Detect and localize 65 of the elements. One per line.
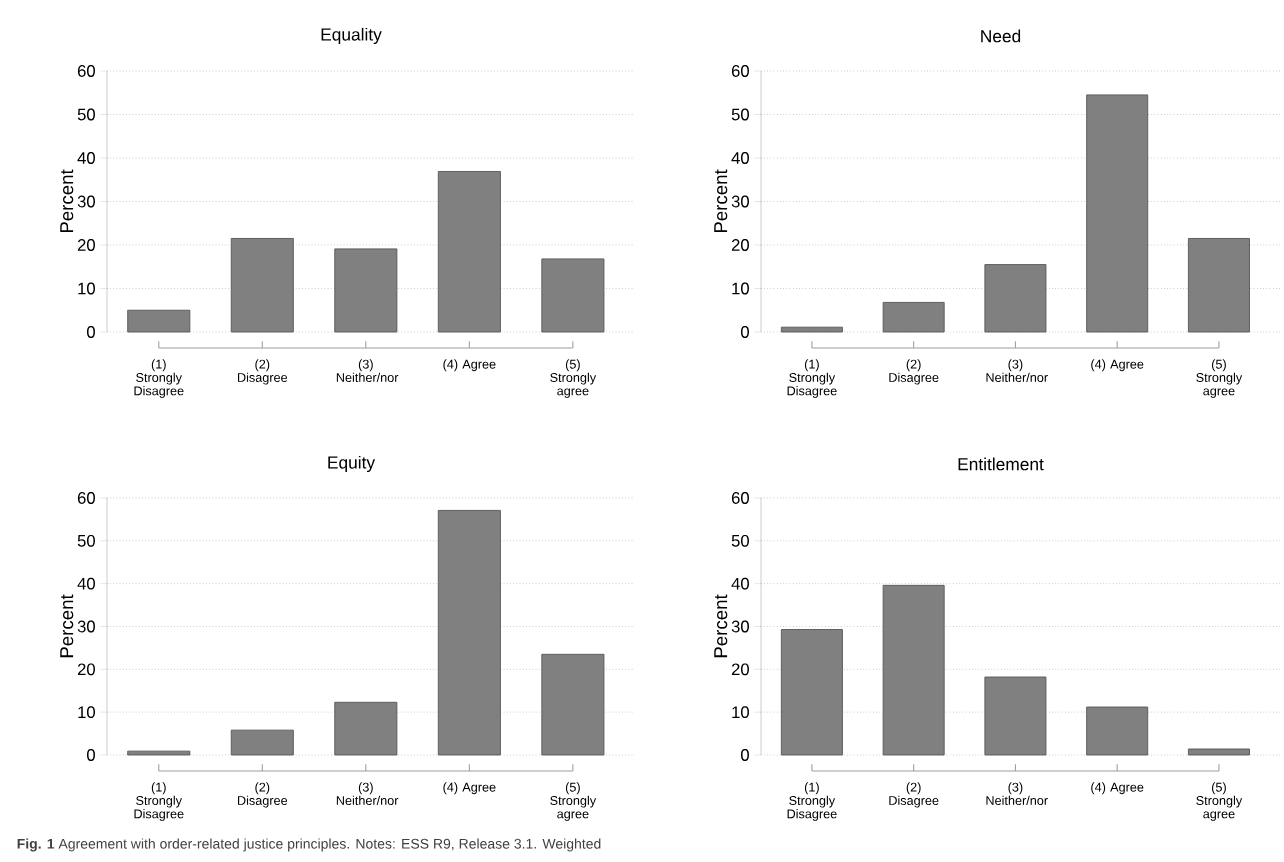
y-axis-title: Percent (60, 169, 74, 233)
y-tick-label: 0 (87, 749, 95, 761)
y-tick-label: 50 (77, 534, 95, 547)
bar (334, 248, 398, 333)
chart-title: Need (981, 29, 1021, 43)
bar (437, 509, 501, 756)
x-tick-label: (2) Disagree (889, 359, 939, 385)
y-tick-label: 10 (732, 706, 749, 719)
y-tick-label: 0 (741, 749, 749, 761)
y-tick-label: 40 (731, 152, 749, 164)
y-tick-label: 40 (77, 152, 95, 164)
y-tick-label: 60 (731, 65, 749, 77)
x-tick-label: (4) Agree (443, 359, 496, 372)
x-tick-label: (3) Neither/nor (336, 359, 399, 382)
bar (230, 237, 294, 333)
y-tick-label: 30 (77, 195, 95, 208)
x-tick-label: (1) Strongly Disagree (134, 782, 184, 821)
y-tick-label: 60 (731, 492, 749, 504)
x-tick-label: (2) Disagree (238, 359, 288, 385)
x-tick-label: (2) Disagree (238, 782, 288, 808)
y-tick-label: 60 (77, 65, 95, 77)
y-axis-title: Percent (60, 594, 74, 658)
bar (437, 171, 501, 333)
x-tick-label: (1) Strongly Disagree (787, 782, 837, 821)
x-tick-label: (3) Neither/nor (336, 782, 399, 805)
y-tick-label: 10 (78, 282, 95, 295)
y-tick-label: 50 (731, 108, 749, 121)
chart-title: Entitlement (958, 457, 1044, 471)
y-tick-label: 40 (77, 577, 95, 590)
bar (230, 729, 294, 756)
x-tick-label: (3) Neither/nor (986, 359, 1048, 382)
y-tick-label: 60 (77, 492, 95, 504)
y-tick-label: 30 (731, 620, 749, 633)
y-tick-label: 20 (731, 663, 749, 676)
y-tick-label: 10 (78, 706, 95, 719)
bar (334, 701, 398, 756)
y-tick-label: 0 (87, 326, 95, 338)
x-tick-label: (2) Disagree (889, 782, 939, 808)
y-tick-label: 20 (77, 663, 95, 676)
y-tick-label: 20 (731, 239, 749, 251)
x-tick-label: (1) Strongly Disagree (134, 359, 184, 398)
y-tick-label: 20 (77, 239, 95, 251)
x-tick-label: (5) Strongly agree (550, 359, 597, 398)
y-tick-label: 40 (731, 577, 749, 590)
bar (541, 653, 605, 756)
x-tick-label: (4) Agree (1091, 782, 1144, 795)
bar (541, 258, 605, 333)
x-tick-label: (4) Agree (1091, 359, 1144, 372)
x-tick-label: (4) Agree (443, 782, 496, 795)
chart-title: Equity (328, 455, 376, 473)
y-tick-label: 30 (77, 620, 95, 633)
text: Fig. 1 Agreement with order-related justice principles. Notes: ESS R9, Release 3.1. Weighted (17, 838, 601, 852)
chart-title: Equality (321, 27, 382, 45)
x-tick-label: (5) Strongly agree (1196, 782, 1243, 821)
y-tick-label: 10 (732, 282, 749, 295)
x-tick-label: (5) Strongly agree (1196, 359, 1243, 398)
y-tick-label: 30 (731, 195, 749, 208)
x-tick-label: (1) Strongly Disagree (787, 359, 837, 398)
y-tick-label: 50 (731, 534, 749, 547)
y-tick-label: 0 (741, 326, 749, 338)
x-tick-label: (3) Neither/nor (986, 782, 1048, 805)
y-axis-title: Percent (714, 169, 728, 233)
x-tick-label: (5) Strongly agree (550, 782, 597, 821)
y-axis-title: Percent (714, 594, 728, 658)
y-tick-label: 50 (77, 108, 95, 121)
